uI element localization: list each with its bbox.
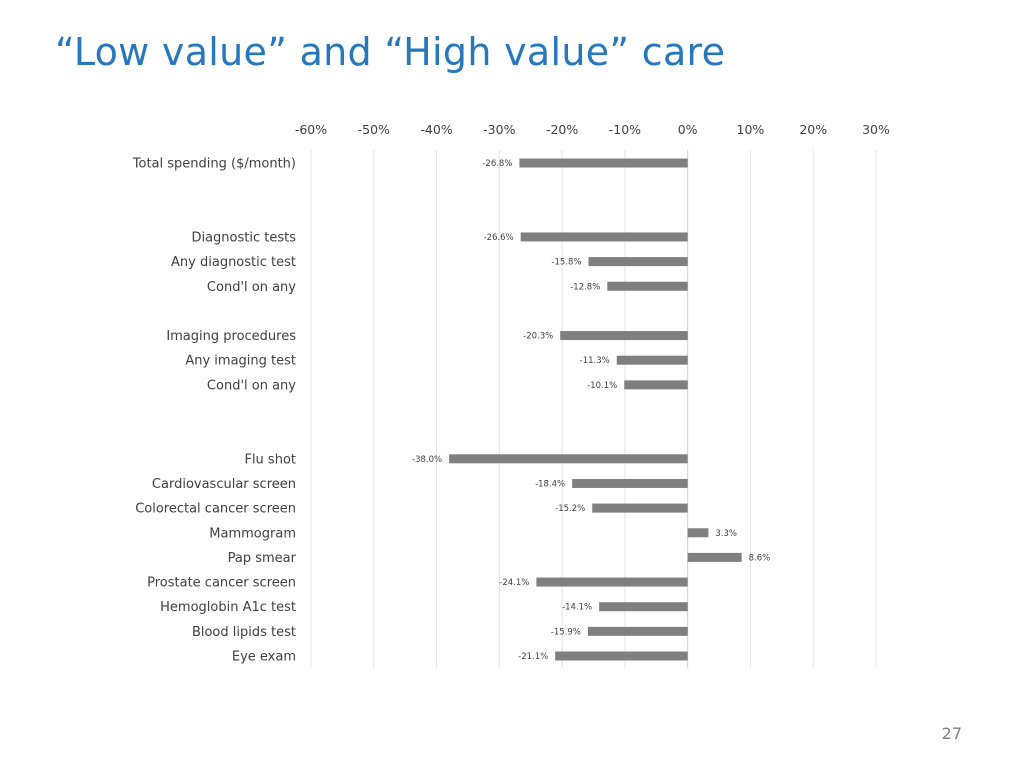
bar [449,454,688,464]
bar [560,331,688,341]
data-label: -15.9% [551,627,581,637]
x-tick-label: 10% [737,122,765,137]
category-label: Blood lipids test [192,625,296,640]
data-label: -18.4% [535,479,565,489]
bar [687,528,709,538]
data-label: -24.1% [499,578,529,588]
bar [607,281,688,291]
data-label: -14.1% [562,603,592,613]
data-label: -11.3% [580,356,610,366]
bar [616,355,688,365]
category-label: Diagnostic tests [191,230,296,245]
x-tick-label: -30% [483,122,515,137]
data-label: 8.6% [749,553,771,563]
category-label: Cardiovascular screen [152,477,296,492]
category-label: Pap smear [228,551,297,566]
x-axis-ticks: -60% -50% -40% -30% -20% -10% 0% 10% 20% 30% [295,122,890,137]
category-label: Cond'l on any [207,378,296,393]
category-label: Flu shot [244,452,296,467]
x-tick-label: -20% [546,122,578,137]
category-label: Hemoglobin A1c test [160,600,296,615]
x-tick-label: -40% [420,122,452,137]
data-label: -38.0% [412,455,442,465]
bar [520,232,688,242]
data-label: -10.1% [587,381,617,391]
bar [555,651,688,661]
category-label: Any imaging test [185,354,296,369]
category-label: Imaging procedures [166,329,296,344]
chart-rows: Total spending ($/month) -26.8% Diagnostic… [132,157,770,665]
bar [687,552,742,562]
bar [624,380,688,390]
category-label: Cond'l on any [207,280,296,295]
slide-title: “Low value” and “High value” care [55,30,726,74]
category-label: Prostate cancer screen [147,576,296,591]
bar [536,577,688,587]
category-label: Colorectal cancer screen [135,502,296,517]
x-tick-label: -10% [609,122,641,137]
x-tick-label: 0% [678,122,698,137]
x-tick-label: -60% [295,122,327,137]
x-tick-label: -50% [358,122,390,137]
data-label: -26.6% [484,233,514,243]
bar [519,158,688,168]
x-tick-label: 20% [799,122,827,137]
data-label: 3.3% [715,529,737,539]
category-label: Total spending ($/month) [132,157,296,172]
gridlines [310,150,877,668]
bar [572,478,688,488]
data-label: -12.8% [570,282,600,292]
data-label: -20.3% [523,332,553,342]
data-label: -26.8% [482,159,512,169]
page-number: 27 [941,724,962,743]
bar [588,257,688,267]
data-label: -15.8% [551,258,581,268]
category-label: Any diagnostic test [171,255,296,270]
category-label: Mammogram [209,526,296,541]
category-label: Eye exam [232,650,296,665]
data-label: -15.2% [555,504,585,514]
x-tick-label: 30% [862,122,890,137]
bar [587,626,688,636]
bar [599,602,688,612]
data-label: -21.1% [518,652,548,662]
bar [592,503,688,513]
